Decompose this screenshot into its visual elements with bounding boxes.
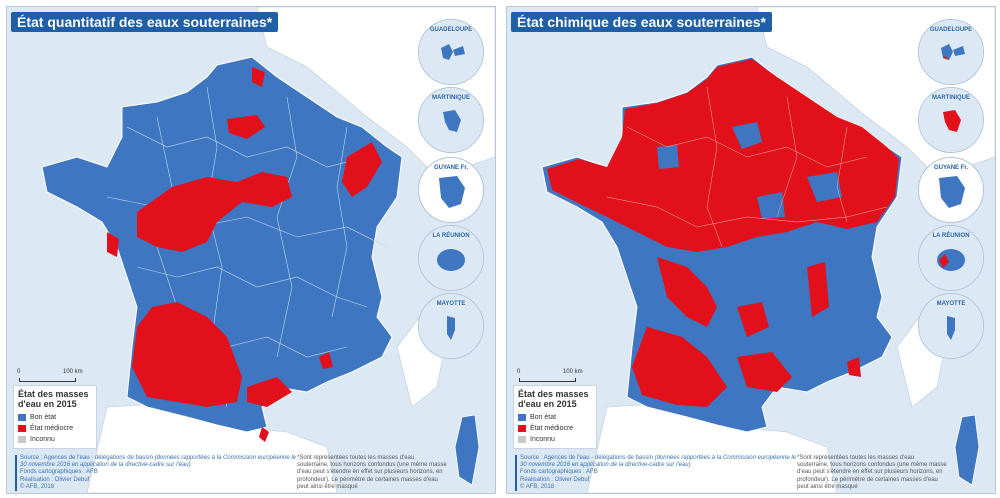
inset-martinique: MARTINIQUE: [918, 87, 984, 153]
inset-la-reunion: LA RÉUNION: [418, 225, 484, 291]
legend-label: Bon état: [30, 414, 57, 421]
inset-la-reunion: LA RÉUNION: [918, 225, 984, 291]
scale-start: 0: [517, 369, 521, 375]
inset-label: MARTINIQUE: [932, 95, 970, 101]
legend-item-mediocre: État médiocre: [518, 423, 592, 434]
inset-label: MARTINIQUE: [432, 95, 470, 101]
inset-label: LA RÉUNION: [932, 233, 970, 239]
inset-mayotte: MAYOTTE: [418, 293, 484, 359]
inset-label: GUYANE Fr.: [433, 165, 469, 171]
inset-guyane: GUYANE Fr.: [418, 157, 484, 223]
water-body-boundaries: [606, 86, 888, 248]
source-credits: Source : Agences de l'eau - délégations …: [515, 455, 800, 492]
legend-title: État des masses d'eau en 2015: [18, 389, 89, 409]
source-copyright: © AFB, 2018: [20, 483, 55, 490]
mediocre-areas: [547, 59, 899, 407]
legend: État des masses d'eau en 2015 Bon état É…: [13, 385, 97, 449]
source-line: Source : Agences de l'eau - délégations …: [520, 455, 655, 461]
source-detail: (données rapportées à la Commission euro…: [20, 455, 296, 469]
scale-bar: 0 100 km: [17, 369, 99, 382]
legend-label: Inconnu: [30, 436, 55, 443]
corsica: [954, 414, 980, 486]
source-author: Réalisation : Olivier Debuf: [20, 476, 90, 483]
inset-label: MAYOTTE: [436, 301, 466, 307]
legend-title: État des masses d'eau en 2015: [518, 389, 589, 409]
map-panel-chimique: État chimique des eaux souterraines* GUA…: [506, 6, 996, 494]
mediocre-areas: [107, 67, 382, 442]
inset-label: GUADELOUPE: [929, 27, 973, 33]
inset-label: GUYANE Fr.: [933, 165, 969, 171]
source-copyright: © AFB, 2018: [520, 483, 555, 490]
scale-bar: 0 100 km: [517, 369, 599, 382]
bon-etat-patches: [657, 122, 842, 219]
france-mainland: [41, 56, 403, 433]
legend-item-bon: Bon état: [18, 412, 92, 423]
inset-label: MAYOTTE: [936, 301, 966, 307]
legend-label: État médiocre: [30, 425, 74, 432]
inset-mayotte: MAYOTTE: [918, 293, 984, 359]
source-basemap: Fonds cartographiques : AFB: [520, 469, 598, 476]
legend-item-mediocre: État médiocre: [18, 423, 92, 434]
legend-label: Bon état: [530, 414, 557, 421]
source-credits: Source : Agences de l'eau - délégations …: [15, 455, 300, 492]
legend-label: État médiocre: [530, 425, 574, 432]
source-author: Réalisation : Olivier Debuf: [520, 476, 590, 483]
inset-label: LA RÉUNION: [432, 233, 470, 239]
footnote: *Sont représentées toutes les masses d'e…: [797, 455, 947, 490]
legend-item-inconnu: Inconnu: [518, 434, 592, 445]
france-map: [541, 7, 995, 493]
inset-guadeloupe: GUADELOUPE: [918, 19, 984, 85]
map-title: État chimique des eaux souterraines*: [511, 12, 772, 32]
source-basemap: Fonds cartographiques : AFB: [20, 469, 98, 476]
inset-guyane: GUYANE Fr.: [918, 157, 984, 223]
map-panel-quantitatif: État quantitatif des eaux souterraines* …: [6, 6, 496, 494]
legend-item-inconnu: Inconnu: [18, 434, 92, 445]
footnote: *Sont représentées toutes les masses d'e…: [297, 455, 447, 490]
map-title: État quantitatif des eaux souterraines*: [11, 12, 279, 32]
legend-label: Inconnu: [530, 436, 555, 443]
source-line: Source : Agences de l'eau - délégations …: [20, 455, 155, 461]
scale-end: 100 km: [63, 369, 83, 375]
corsica: [454, 414, 480, 486]
inset-guadeloupe: GUADELOUPE: [418, 19, 484, 85]
legend: État des masses d'eau en 2015 Bon état É…: [513, 385, 597, 449]
legend-item-bon: Bon état: [518, 412, 592, 423]
scale-end: 100 km: [563, 369, 583, 375]
inset-martinique: MARTINIQUE: [418, 87, 484, 153]
inset-label: GUADELOUPE: [429, 27, 473, 33]
source-detail: (données rapportées à la Commission euro…: [520, 455, 796, 469]
scale-start: 0: [17, 369, 21, 375]
